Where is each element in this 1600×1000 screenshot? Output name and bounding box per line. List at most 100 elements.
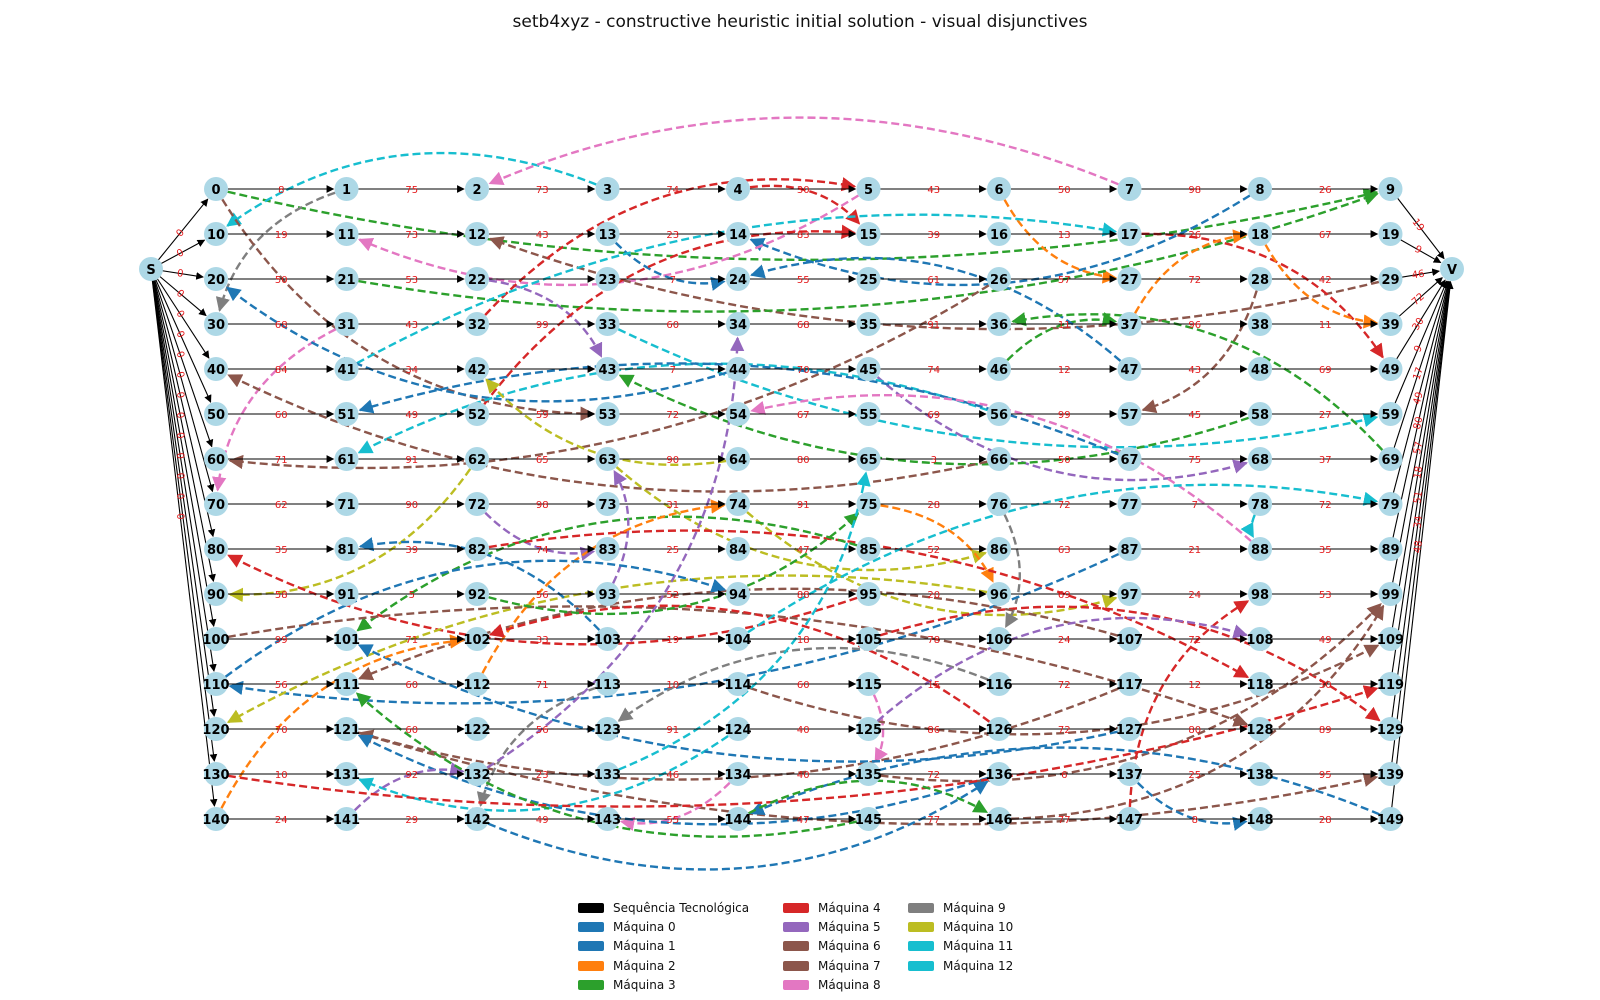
disjunctive-edge xyxy=(488,604,1000,730)
disjunctive-edge xyxy=(606,322,1379,449)
disjunctive-edge xyxy=(868,603,1382,783)
operation-node xyxy=(987,267,1011,291)
disjunctive-edge xyxy=(476,503,596,561)
operation-node xyxy=(204,537,228,561)
operation-node xyxy=(1117,672,1142,696)
operation-node-label: 116 xyxy=(985,678,1012,693)
operation-node xyxy=(987,537,1011,561)
operation-node-label: 141 xyxy=(333,813,360,828)
tech-edge-weight: 10 xyxy=(666,680,679,691)
operation-node-label: 74 xyxy=(729,498,747,513)
operation-node xyxy=(465,222,489,246)
tech-edge-weight: 11 xyxy=(1058,320,1071,331)
sink-edge xyxy=(1389,281,1454,775)
operation-node xyxy=(1378,357,1403,381)
legend: Sequência Tecnológica Máquina 0 Máquina 1 M… xyxy=(578,898,1058,995)
operation-node xyxy=(465,762,489,786)
tech-edge-weight: 55 xyxy=(666,815,679,826)
legend-label: Máquina 6 xyxy=(818,939,881,954)
operation-node xyxy=(856,582,881,606)
disjunctive-edge xyxy=(749,746,1391,821)
operation-node-label: 23 xyxy=(598,273,616,288)
tech-edge-weight: 21 xyxy=(1188,545,1201,556)
tech-edge-weight: 10 xyxy=(275,770,288,781)
legend-item: Máquina 0 xyxy=(578,917,783,936)
source-edge-weight: 0 xyxy=(174,350,186,360)
tech-edge-weight: 80 xyxy=(797,455,810,466)
operation-node-label: 42 xyxy=(468,363,486,378)
operation-node xyxy=(465,492,489,516)
source-edge-weight: 0 xyxy=(173,329,186,339)
tech-edge-weight: 70 xyxy=(275,725,288,736)
tech-edge-weight: 77 xyxy=(1058,815,1071,826)
operation-node xyxy=(726,447,750,471)
operation-node xyxy=(1248,177,1272,201)
tech-edge-weight: 63 xyxy=(1058,545,1071,556)
operation-node-label: 125 xyxy=(855,723,882,738)
operation-node xyxy=(595,267,620,291)
operation-node xyxy=(465,312,489,336)
sink-edge xyxy=(1390,279,1446,370)
operation-node xyxy=(465,582,489,606)
operation-node xyxy=(1248,312,1272,336)
source-edge xyxy=(150,198,209,270)
operation-node xyxy=(987,762,1011,786)
legend-swatch xyxy=(578,941,604,952)
disjunctive-edge xyxy=(868,605,1381,722)
tech-edge-weight: 43 xyxy=(405,320,418,331)
operation-node xyxy=(1248,447,1272,471)
source-edge-weight: 0 xyxy=(174,472,186,480)
tech-edge-weight: 53 xyxy=(1319,590,1332,601)
legend-swatch xyxy=(578,980,604,991)
operation-node xyxy=(1248,582,1272,606)
disjunctive-edge xyxy=(228,458,479,603)
legend-swatch xyxy=(578,960,604,971)
operation-node xyxy=(726,717,750,741)
operation-node-label: 93 xyxy=(598,588,616,603)
disjunctive-edge xyxy=(867,683,888,764)
operation-node-label: 16 xyxy=(990,228,1008,243)
operation-node-label: 138 xyxy=(1246,768,1273,783)
legend-item: Máquina 5 xyxy=(783,917,908,936)
operation-node-label: 109 xyxy=(1377,633,1404,648)
operation-node xyxy=(334,357,359,381)
tech-edge-weight: 84 xyxy=(275,365,288,376)
source-edge-weight: 0 xyxy=(174,227,187,239)
operation-node xyxy=(987,807,1011,831)
operation-node-label: 149 xyxy=(1377,813,1404,828)
operation-node-label: 19 xyxy=(1381,228,1399,243)
tech-edge-weight: 33 xyxy=(536,635,549,646)
operation-node xyxy=(465,807,489,831)
legend-item: Máquina 7 xyxy=(783,956,908,975)
tech-edge-weight: 8 xyxy=(278,185,284,196)
operation-node-label: 107 xyxy=(1116,633,1143,648)
tech-edge-weight: 7 xyxy=(670,365,676,376)
operation-node-label: 79 xyxy=(1381,498,1399,513)
tech-edge-weight: 56 xyxy=(275,680,288,691)
operation-node xyxy=(1248,537,1272,561)
tech-edge-weight: 39 xyxy=(405,545,418,556)
operation-node xyxy=(334,402,359,426)
disjunctive-edge xyxy=(619,773,739,831)
tech-edge-weight: 30 xyxy=(797,185,810,196)
disjunctive-edge xyxy=(867,616,1248,730)
disjunctive-edge xyxy=(606,233,726,291)
operation-node-label: 63 xyxy=(598,453,616,468)
source-edge xyxy=(150,268,216,583)
operation-node-label: 44 xyxy=(729,363,747,378)
operation-node xyxy=(987,717,1011,741)
operation-node-label: 135 xyxy=(855,768,882,783)
legend-item: Máquina 3 xyxy=(578,976,783,995)
operation-node-label: 136 xyxy=(985,768,1012,783)
operation-node xyxy=(856,267,881,291)
tech-edge-weight: 99 xyxy=(536,320,549,331)
operation-node xyxy=(987,492,1011,516)
source-edge xyxy=(150,268,214,448)
tech-edge-weight: 71 xyxy=(275,455,288,466)
tech-edge-weight: 24 xyxy=(1188,590,1201,601)
operation-node xyxy=(1378,447,1403,471)
tech-edge-weight: 25 xyxy=(1188,770,1201,781)
operation-node xyxy=(856,717,881,741)
legend-label: Máquina 8 xyxy=(818,978,881,993)
operation-node-label: 102 xyxy=(463,633,490,648)
